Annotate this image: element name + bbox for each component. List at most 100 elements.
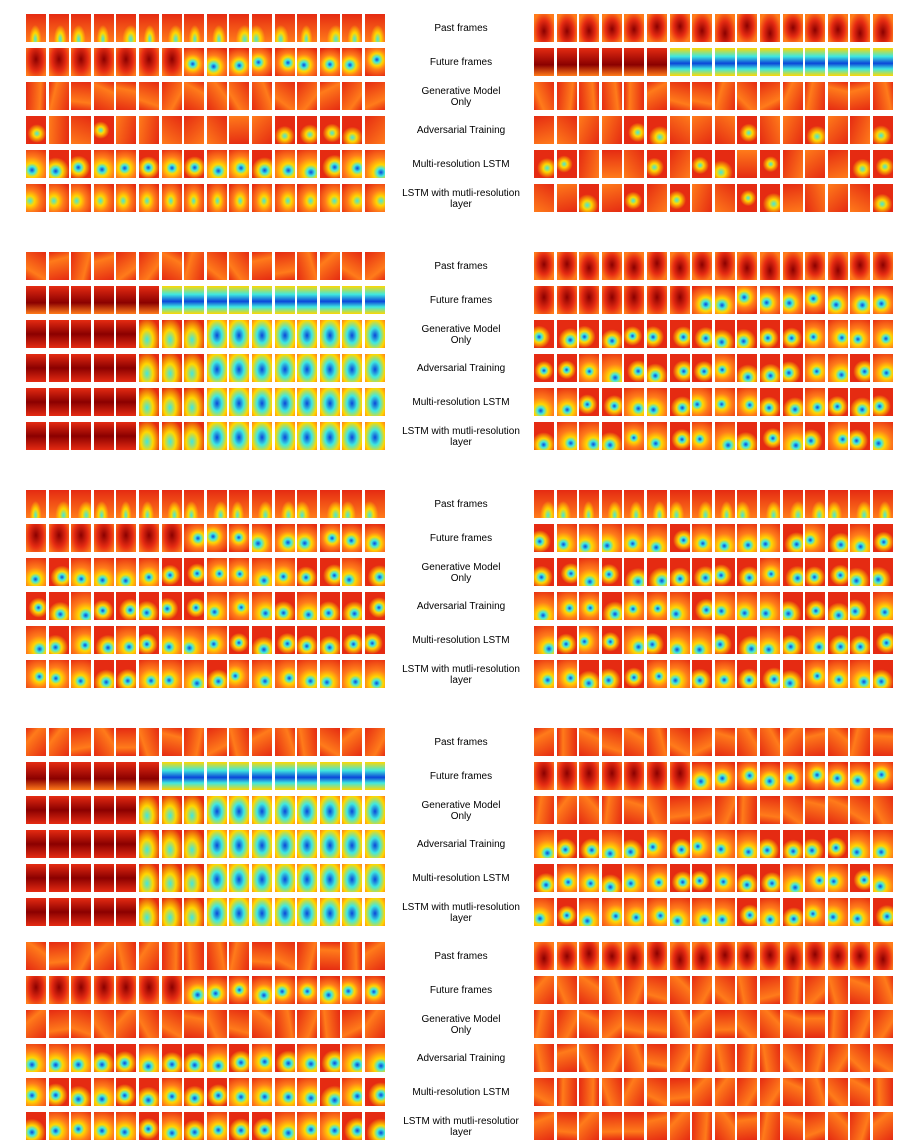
frame-tile [715,660,735,688]
frame-tile [692,116,712,144]
frame-tile [670,762,690,790]
frame-tile [647,626,667,654]
frame-tile [873,898,893,926]
frame-tile [162,286,182,314]
frame-tile [275,898,295,926]
frame-tile [692,976,712,1004]
frame-tile [692,524,712,552]
frame-tile [94,558,114,586]
frame-tile [692,864,712,892]
frame-tile [624,1010,644,1038]
frame-tile [760,660,780,688]
frame-tile [26,796,46,824]
frame-tile [579,184,599,212]
frame-tile [760,558,780,586]
frame-tile [557,14,577,42]
frame-tile [297,48,317,76]
frame-tile [94,728,114,756]
frame-tile [162,388,182,416]
frame-tile [229,82,249,110]
frame-tile [715,354,735,382]
frame-tile [229,1112,249,1140]
frame-tile [342,320,362,348]
frame-tile [579,1010,599,1038]
frame-tile [320,626,340,654]
frame-tile [49,592,69,620]
frame-tile [184,252,204,280]
frame-tile [71,184,91,212]
frame-tile [184,796,204,824]
frame-tile [275,422,295,450]
frame-tile [116,1044,136,1072]
frame-tile [670,592,690,620]
frame-tile [828,354,848,382]
frame-tile [579,660,599,688]
frame-tile [71,320,91,348]
frame-tile [162,1010,182,1038]
frame-tile [783,116,803,144]
frame-tile [715,150,735,178]
frame-tile [737,660,757,688]
frame-tile [579,422,599,450]
frame-tile [365,490,385,518]
frame-tile [184,660,204,688]
frame-tile [94,184,114,212]
frame-tile [297,286,317,314]
frame-tile [579,830,599,858]
frame-tile [828,830,848,858]
frame-tile [534,422,554,450]
row-label: Future frames [429,771,493,782]
frame-tile [297,830,317,858]
frame-tile [624,116,644,144]
row-label: Future frames [429,295,493,306]
frame-tile [692,796,712,824]
frame-tile [71,976,91,1004]
frame-tile [557,796,577,824]
frame-tile [805,830,825,858]
frame-tile [602,558,622,586]
frame-tile [139,14,159,42]
frame-tile [116,388,136,416]
frame-tile [229,422,249,450]
frame-tile [850,422,870,450]
frame-tile [162,320,182,348]
frame-tile [602,422,622,450]
frame-tile [850,354,870,382]
frame-tile [94,864,114,892]
frame-tile [139,422,159,450]
frame-tile [162,48,182,76]
frame-tile [207,252,227,280]
frame-tile [828,1010,848,1038]
row-label: Multi-resolution LSTM [412,635,510,646]
frame-tile [670,490,690,518]
frame-tile [365,796,385,824]
frame-tile [49,942,69,970]
frame-tile [760,286,780,314]
frame-tile [342,1010,362,1038]
frame-tile [850,660,870,688]
frame-tile [534,558,554,586]
frame-tile [320,1010,340,1038]
frame-tile [647,388,667,416]
frame-tile [184,1010,204,1038]
frame-tile [715,942,735,970]
frame-tile [116,150,136,178]
frame-tile [828,558,848,586]
frame-tile [692,252,712,280]
frame-tile [850,942,870,970]
frame-tile [365,388,385,416]
frame-tile [828,942,848,970]
frame-tile [252,626,272,654]
frame-tile [670,14,690,42]
frame-tile [828,320,848,348]
frame-tile [116,626,136,654]
frame-tile [275,942,295,970]
frame-tile [670,898,690,926]
frame-tile [715,490,735,518]
frame-tile [602,14,622,42]
frame-tile [207,942,227,970]
frame-tile [229,1078,249,1106]
frame-tile [320,252,340,280]
frame-tile [602,1044,622,1072]
frame-tile [297,592,317,620]
